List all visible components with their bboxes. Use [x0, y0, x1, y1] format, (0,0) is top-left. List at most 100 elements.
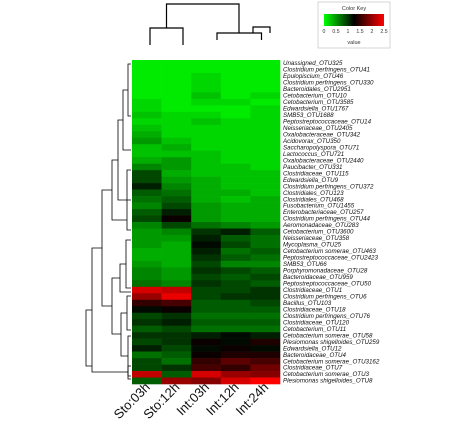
heatmap-cell [220, 312, 251, 320]
heatmap-cell [191, 260, 222, 268]
heatmap-cell [132, 163, 162, 171]
heatmap-cell [161, 273, 192, 281]
heatmap-cell [250, 66, 281, 74]
row-label: Clostridiales_OTU468 [283, 196, 344, 203]
heatmap-cell [250, 215, 281, 223]
heatmap-cell [250, 267, 281, 275]
heatmap-cell [161, 157, 192, 164]
heatmap-cell [161, 85, 192, 93]
heatmap-cell [132, 144, 162, 152]
heatmap-cell [191, 189, 222, 197]
row-label: Bacteroidaceae_OTU4 [283, 352, 347, 359]
heatmap-cell [161, 280, 192, 288]
heatmap-cell [132, 72, 162, 80]
row-label: Clostridiaceae_OTU7 [283, 365, 343, 372]
heatmap-cell [161, 189, 192, 197]
heatmap-cell [132, 286, 162, 294]
heatmap-cell [191, 92, 222, 100]
heatmap-cell [220, 293, 251, 301]
heatmap-cell [132, 215, 162, 223]
heatmap-cell [132, 228, 162, 236]
heatmap-cell [220, 170, 251, 177]
heatmap-cell [250, 260, 281, 268]
heatmap-cell [220, 215, 251, 223]
row-label: Peptostreptococcaceae_OTU14 [283, 119, 372, 126]
heatmap-cell [250, 377, 281, 385]
heatmap-cell [132, 254, 162, 262]
heatmap-cell [132, 98, 162, 106]
heatmap-cell [191, 312, 222, 320]
row-label: Clostridium perfringens_OTU372 [283, 183, 374, 190]
row-label: SMB53_OTU1688 [283, 112, 334, 119]
heatmap-cell [191, 131, 222, 139]
heatmap-cell [250, 131, 281, 139]
heatmap-cell [250, 293, 281, 301]
heatmap-cell [132, 345, 162, 352]
color-key-title: Color Key [342, 6, 366, 12]
heatmap-cell [191, 351, 222, 359]
heatmap-cell [220, 319, 251, 326]
heatmap-cell [250, 189, 281, 197]
heatmap-cell [220, 222, 251, 229]
column-label: Int:12h [203, 380, 242, 419]
heatmap-cell [250, 111, 281, 119]
heatmap-cell [220, 267, 251, 275]
heatmap-cell [220, 338, 251, 346]
heatmap-cell [132, 60, 162, 67]
heatmap-cell [250, 358, 281, 365]
heatmap-cell [161, 60, 192, 67]
row-label: Plesiomonas shigelloides_OTU8 [283, 378, 373, 385]
heatmap-cell [250, 312, 281, 320]
row-label: Edwardsiella_OTU1767 [283, 106, 349, 113]
heatmap-cell [161, 267, 192, 275]
heatmap-cell [220, 306, 251, 314]
heatmap-cell [161, 377, 192, 385]
heatmap-cell [161, 293, 192, 301]
heatmap-cell [161, 131, 192, 139]
column-label: Int:24h [233, 380, 272, 419]
heatmap-cell [191, 377, 222, 385]
heatmap-cell [250, 150, 281, 158]
heatmap-cell [220, 345, 251, 352]
heatmap-cell [220, 332, 251, 339]
heatmap-cell [132, 273, 162, 281]
heatmap-cell [132, 202, 162, 210]
heatmap-cell [220, 92, 251, 100]
heatmap-cell [220, 124, 251, 132]
heatmap-cell [161, 150, 192, 158]
color-key-gradient [324, 14, 384, 26]
heatmap-cell [220, 202, 251, 210]
color-key-tick: 2 [371, 29, 374, 35]
heatmap-cell [191, 60, 222, 67]
heatmap-cell [250, 280, 281, 288]
heatmap-cell [161, 234, 192, 242]
heatmap-cell [132, 306, 162, 314]
heatmap-cell [132, 377, 162, 385]
heatmap-cells [132, 60, 281, 385]
heatmap-cell [191, 280, 222, 288]
row-label: Fusobacterium_OTU1455 [283, 203, 355, 210]
row-label: Aeromonadaceae_OTU283 [282, 222, 359, 229]
heatmap-cell [250, 157, 281, 164]
heatmap-cell [191, 72, 222, 80]
heatmap-cell [250, 364, 281, 372]
heatmap-cell [191, 144, 222, 152]
heatmap-cell [132, 92, 162, 100]
heatmap-cell [220, 351, 251, 359]
heatmap-cell [191, 267, 222, 275]
heatmap-cell [191, 163, 222, 171]
heatmap-cell [220, 234, 251, 242]
heatmap-cell [220, 183, 251, 190]
row-label: Mycoplasma_OTU25 [283, 242, 342, 249]
row-label: Peptostreptococcaceae_OTU2423 [283, 255, 378, 262]
color-key-tick: 0 [323, 29, 326, 35]
heatmap-cell [191, 254, 222, 262]
heatmap-cell [132, 105, 162, 113]
heatmap-cell [220, 260, 251, 268]
heatmap-cell [191, 209, 222, 216]
heatmap-cell [250, 137, 281, 145]
heatmap-cell [220, 286, 251, 294]
heatmap-cell [132, 247, 162, 255]
row-label: Cetobacterium_OTU10 [283, 93, 347, 100]
heatmap-cell [220, 111, 251, 119]
